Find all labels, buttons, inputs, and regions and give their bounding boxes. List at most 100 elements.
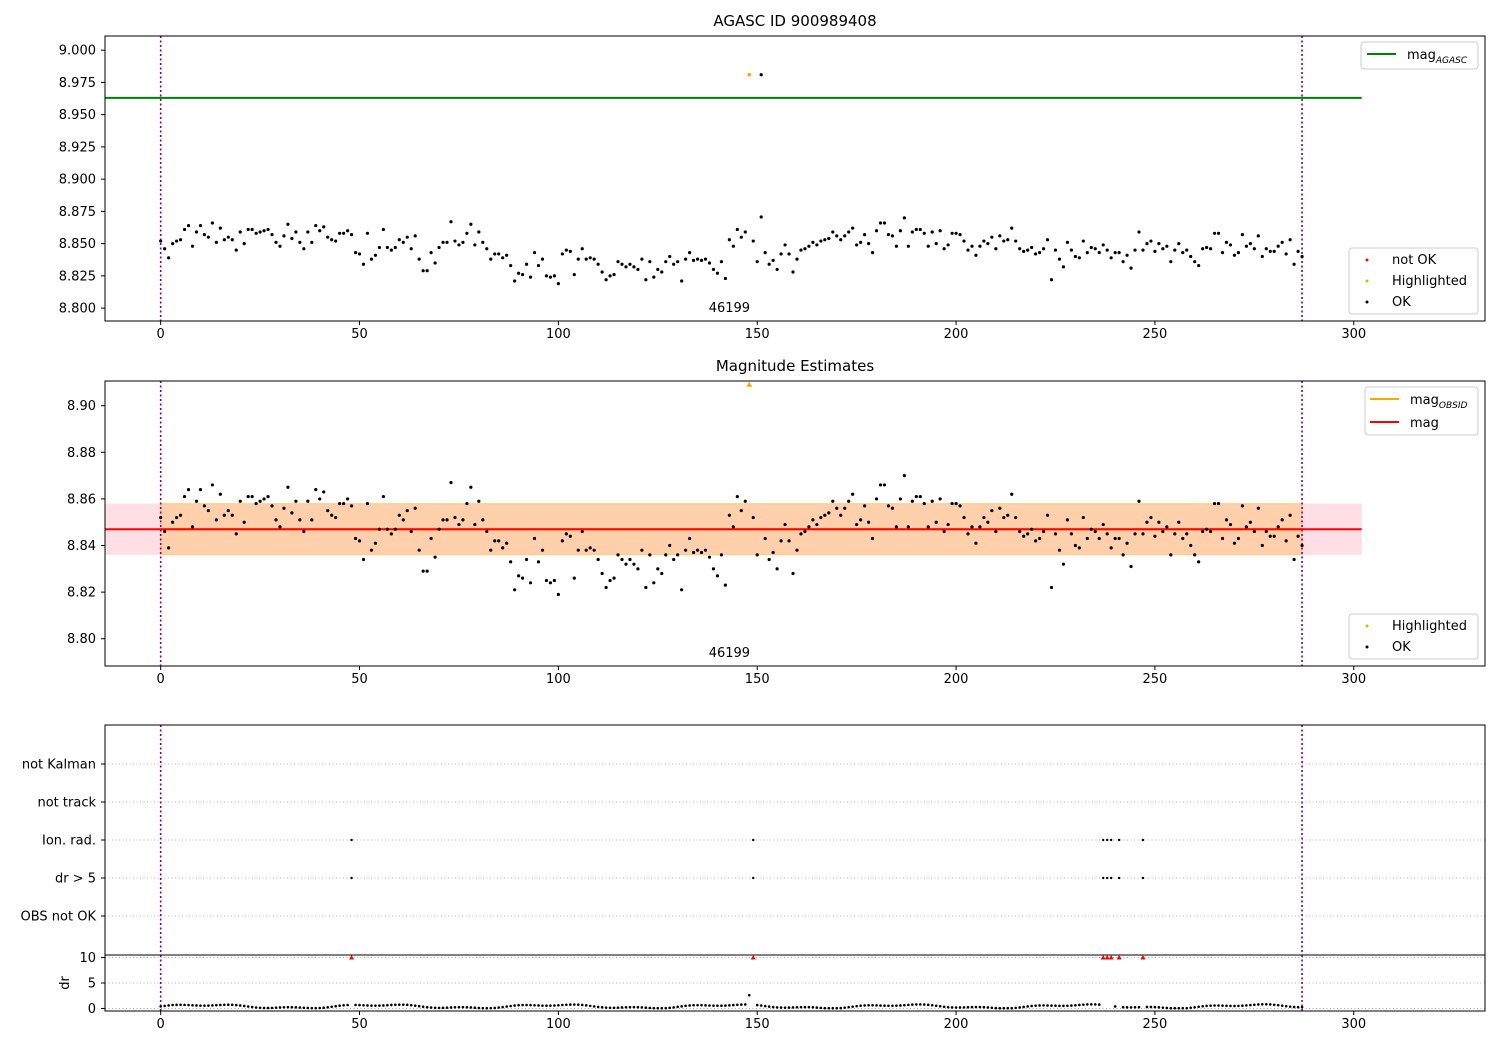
p1-ok-point	[401, 240, 405, 244]
dr-point	[636, 1005, 640, 1009]
p2-ok-point	[1045, 513, 1050, 517]
dr-point	[513, 1004, 516, 1007]
dr-point	[1157, 1006, 1161, 1009]
dr-point	[493, 1006, 497, 1010]
dr-point	[541, 1004, 544, 1007]
dr-point	[1264, 1002, 1268, 1006]
p2-ok-point	[214, 518, 218, 522]
panel1-obsid-label: 46199	[709, 301, 750, 316]
dr-point	[704, 1004, 707, 1007]
p2-ok-point	[624, 562, 628, 566]
flag-label: not Kalman	[22, 758, 96, 773]
p2-ok-point	[477, 499, 481, 503]
dr-point	[986, 1006, 990, 1009]
dr-point	[461, 1005, 465, 1009]
p2-ok-point	[1264, 529, 1268, 534]
p2-ok-point	[874, 497, 879, 501]
dr-clipped-marker	[349, 955, 355, 960]
p1-ok-point	[322, 225, 326, 229]
p1-ok-point	[1169, 260, 1173, 264]
p2-x-tick-label: 250	[1142, 672, 1167, 687]
dr-point	[386, 1003, 389, 1007]
p1-ok-point	[230, 238, 234, 242]
p1-ok-point	[974, 253, 978, 257]
dr-point	[286, 1005, 290, 1009]
p1-ok-point	[1300, 254, 1304, 259]
dr-point	[1145, 1005, 1149, 1009]
p2-ok-point	[632, 562, 636, 566]
dr-point	[779, 1006, 783, 1009]
p2-ok-point	[974, 541, 978, 545]
dr-point	[859, 1004, 862, 1008]
p1-ok-point	[783, 243, 787, 247]
dr-point	[390, 1003, 393, 1007]
p1-ok-point	[731, 244, 735, 248]
p1-ok-point	[417, 257, 421, 261]
p2-ok-point	[505, 541, 509, 545]
p2-ok-point	[1208, 529, 1213, 534]
p2-ok-point	[1022, 534, 1026, 538]
dr-point	[561, 1003, 564, 1007]
p2-ok-point	[592, 548, 596, 552]
p1-x-tick-label: 200	[944, 327, 969, 342]
flag-label: not track	[37, 796, 96, 811]
dr-point	[958, 1006, 962, 1009]
p2-ok-point	[1280, 518, 1284, 522]
dr-point	[696, 1003, 699, 1007]
p2-ok-point	[1077, 546, 1081, 550]
p2-ok-point	[811, 518, 815, 522]
dr-point	[477, 1006, 481, 1010]
p2-ok-point	[1256, 506, 1260, 510]
dr-point	[743, 1003, 747, 1006]
dr-point	[1181, 1006, 1185, 1010]
dr-point	[342, 1003, 345, 1007]
p1-ok-point	[357, 252, 362, 256]
p2-ok-point	[1121, 553, 1125, 557]
p1-ok-point	[791, 270, 795, 274]
dr-point	[895, 1004, 898, 1007]
p2-ok-point	[1149, 515, 1153, 520]
dr-point	[843, 1006, 847, 1009]
p1-ok-point	[1125, 253, 1129, 257]
p1-ok-point	[1244, 244, 1248, 248]
p1-ok-point	[966, 248, 970, 252]
dr-point	[871, 1003, 874, 1007]
p2-highlighted-point	[746, 381, 753, 387]
dr-point	[724, 1004, 727, 1007]
p2-ok-point	[851, 492, 855, 496]
panel4-frame	[104, 954, 1486, 1012]
p2-ok-point	[596, 557, 600, 562]
dr-point	[1014, 1006, 1018, 1010]
p2-ok-point	[1081, 515, 1085, 520]
p2-ok-point	[493, 539, 497, 543]
p2-ok-point	[934, 520, 938, 524]
p1-ok-point	[1113, 251, 1117, 255]
p1-ok-point	[1212, 231, 1217, 235]
p2-ok-point	[417, 548, 421, 552]
p1-ok-point	[978, 244, 982, 248]
dr-point	[433, 1006, 437, 1010]
p2-ok-point	[437, 527, 441, 531]
dr-point	[911, 1003, 914, 1006]
dr-point	[211, 1004, 214, 1007]
p1-ok-point	[648, 260, 652, 264]
p1-ok-point	[258, 230, 262, 234]
p1-ok-point	[918, 227, 922, 232]
dr-point	[226, 1003, 230, 1007]
p1-ok-point	[182, 227, 187, 232]
p1-ok-point	[572, 272, 576, 277]
p2-ok-point	[656, 567, 660, 571]
dr-point	[1082, 1003, 1085, 1006]
dr-point	[1300, 1005, 1304, 1009]
p2-y-tick-label: 8.84	[67, 539, 96, 554]
dr-point	[1213, 1004, 1216, 1007]
dr-point	[1233, 1004, 1236, 1008]
p2-ok-point	[938, 497, 942, 501]
p2-ok-point	[902, 474, 906, 478]
dr-point	[1125, 1006, 1129, 1009]
p2-ok-point	[918, 494, 922, 499]
p2-ok-point	[688, 536, 692, 541]
p1-ok-point	[676, 260, 680, 264]
p2-ok-point	[1030, 527, 1034, 531]
p2-ok-point	[1157, 520, 1161, 524]
